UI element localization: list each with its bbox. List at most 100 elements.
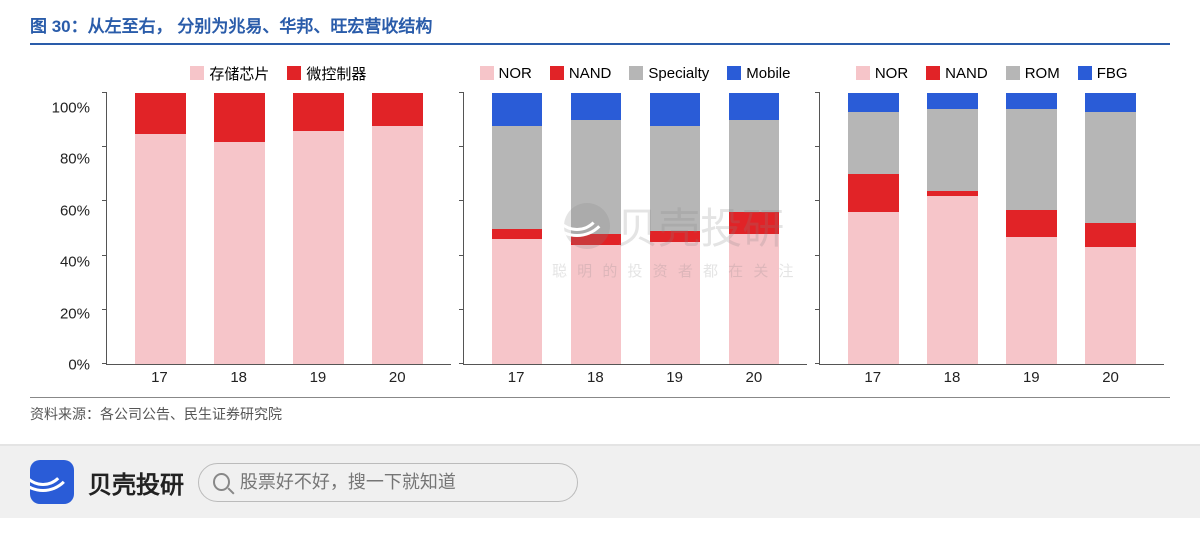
stacked-bar — [135, 93, 186, 364]
footer-bar: 贝壳投研 — [0, 444, 1200, 518]
figure-title: 图 30：从左至右， 分别为兆易、华邦、旺宏营收结构 — [30, 12, 1170, 45]
plot-area — [463, 93, 808, 365]
bar-segment — [729, 212, 780, 234]
x-tick-label: 17 — [491, 369, 542, 393]
legend-item: NAND — [926, 65, 988, 82]
bar-segment — [571, 234, 622, 245]
legend-item: 微控制器 — [287, 63, 366, 84]
bar-segment — [492, 239, 543, 364]
x-tick-label: 18 — [570, 369, 621, 393]
x-tick-label: 18 — [927, 369, 978, 393]
bar-segment — [571, 245, 622, 364]
x-tick-label: 20 — [729, 369, 780, 393]
bar-segment — [927, 196, 978, 364]
figure-container: 图 30：从左至右， 分别为兆易、华邦、旺宏营收结构 100%80%60%40%… — [0, 0, 1200, 444]
legend-swatch — [550, 66, 564, 80]
bar-segment — [1006, 93, 1057, 109]
legend-swatch — [629, 66, 643, 80]
bar-segment — [1006, 210, 1057, 237]
legend-label: ROM — [1025, 65, 1060, 82]
stacked-bar — [1085, 93, 1136, 364]
bar-segment — [1006, 237, 1057, 364]
brand-name: 贝壳投研 — [88, 465, 184, 500]
legend-label: 存储芯片 — [209, 63, 269, 84]
y-tick-label: 0% — [30, 357, 98, 372]
x-tick-label: 19 — [293, 369, 344, 393]
legend-item: NOR — [480, 65, 532, 82]
legend: NOR NAND Specialty Mobile — [463, 53, 808, 93]
stacked-bar — [650, 93, 701, 364]
legend-swatch — [856, 66, 870, 80]
stacked-bar — [372, 93, 423, 364]
legend-item: FBG — [1078, 65, 1128, 82]
chart-panel: NOR NAND ROM FBG 17 18 19 20 — [813, 53, 1170, 393]
bar-segment — [135, 134, 186, 364]
x-tick-label: 20 — [372, 369, 423, 393]
x-tick-label: 19 — [649, 369, 700, 393]
bar-segment — [927, 109, 978, 190]
legend-label: NOR — [499, 65, 532, 82]
legend-item: Specialty — [629, 65, 709, 82]
search-input[interactable] — [240, 472, 557, 493]
legend-item: ROM — [1006, 65, 1060, 82]
x-tick-label: 19 — [1006, 369, 1057, 393]
y-axis: 100%80%60%40%20%0% — [30, 93, 98, 365]
bar-segment — [293, 93, 344, 131]
bar-segment — [372, 126, 423, 364]
bar-segment — [848, 112, 899, 174]
legend-label: Specialty — [648, 65, 709, 82]
x-axis: 17 18 19 20 — [106, 365, 451, 393]
charts-row: 100%80%60%40%20%0% 存储芯片微控制器17181920NORNA… — [30, 53, 1170, 393]
legend-swatch — [190, 66, 204, 80]
legend-label: Mobile — [746, 65, 790, 82]
x-tick-label: 18 — [213, 369, 264, 393]
bar-segment — [848, 212, 899, 364]
bar-segment — [571, 93, 622, 120]
bar-segment — [729, 93, 780, 120]
bar-segment — [214, 93, 265, 142]
stacked-bar — [729, 93, 780, 364]
legend-swatch — [287, 66, 301, 80]
bar-segment — [1085, 247, 1136, 364]
stacked-bar — [214, 93, 265, 364]
legend-item: NAND — [550, 65, 612, 82]
stacked-bar — [571, 93, 622, 364]
bar-segment — [135, 93, 186, 134]
legend-label: NAND — [945, 65, 988, 82]
bar-segment — [650, 242, 701, 364]
x-tick-label: 20 — [1085, 369, 1136, 393]
bar-segment — [650, 231, 701, 242]
x-tick-label: 17 — [847, 369, 898, 393]
stacked-bar — [1006, 93, 1057, 364]
bar-segment — [1085, 223, 1136, 247]
bar-segment — [1085, 112, 1136, 223]
search-box[interactable] — [198, 463, 578, 502]
bar-segment — [729, 120, 780, 212]
bar-segment — [848, 93, 899, 112]
legend: NOR NAND ROM FBG — [819, 53, 1164, 93]
bar-segment — [571, 120, 622, 234]
legend-swatch — [727, 66, 741, 80]
search-icon — [213, 473, 230, 491]
legend-item: Mobile — [727, 65, 790, 82]
bar-segment — [729, 234, 780, 364]
legend-label: NOR — [875, 65, 908, 82]
y-tick-label: 20% — [30, 306, 98, 321]
x-axis: 17 18 19 20 — [819, 365, 1164, 393]
bar-segment — [1085, 93, 1136, 112]
y-tick-label: 60% — [30, 203, 98, 218]
legend-swatch — [926, 66, 940, 80]
x-tick-label: 17 — [134, 369, 185, 393]
bar-segment — [650, 93, 701, 126]
x-axis: 17 18 19 20 — [463, 365, 808, 393]
chart-panel: NOR NAND Specialty Mobile 17 18 19 20 — [457, 53, 814, 393]
legend-item: NOR — [856, 65, 908, 82]
bar-segment — [214, 142, 265, 364]
chart-panel: 存储芯片 微控制器 17 18 19 20 — [100, 53, 457, 393]
bar-segment — [650, 126, 701, 232]
y-tick-label: 40% — [30, 255, 98, 270]
legend-swatch — [1078, 66, 1092, 80]
legend-label: 微控制器 — [306, 63, 366, 84]
y-tick-label: 80% — [30, 152, 98, 167]
bar-segment — [927, 93, 978, 109]
